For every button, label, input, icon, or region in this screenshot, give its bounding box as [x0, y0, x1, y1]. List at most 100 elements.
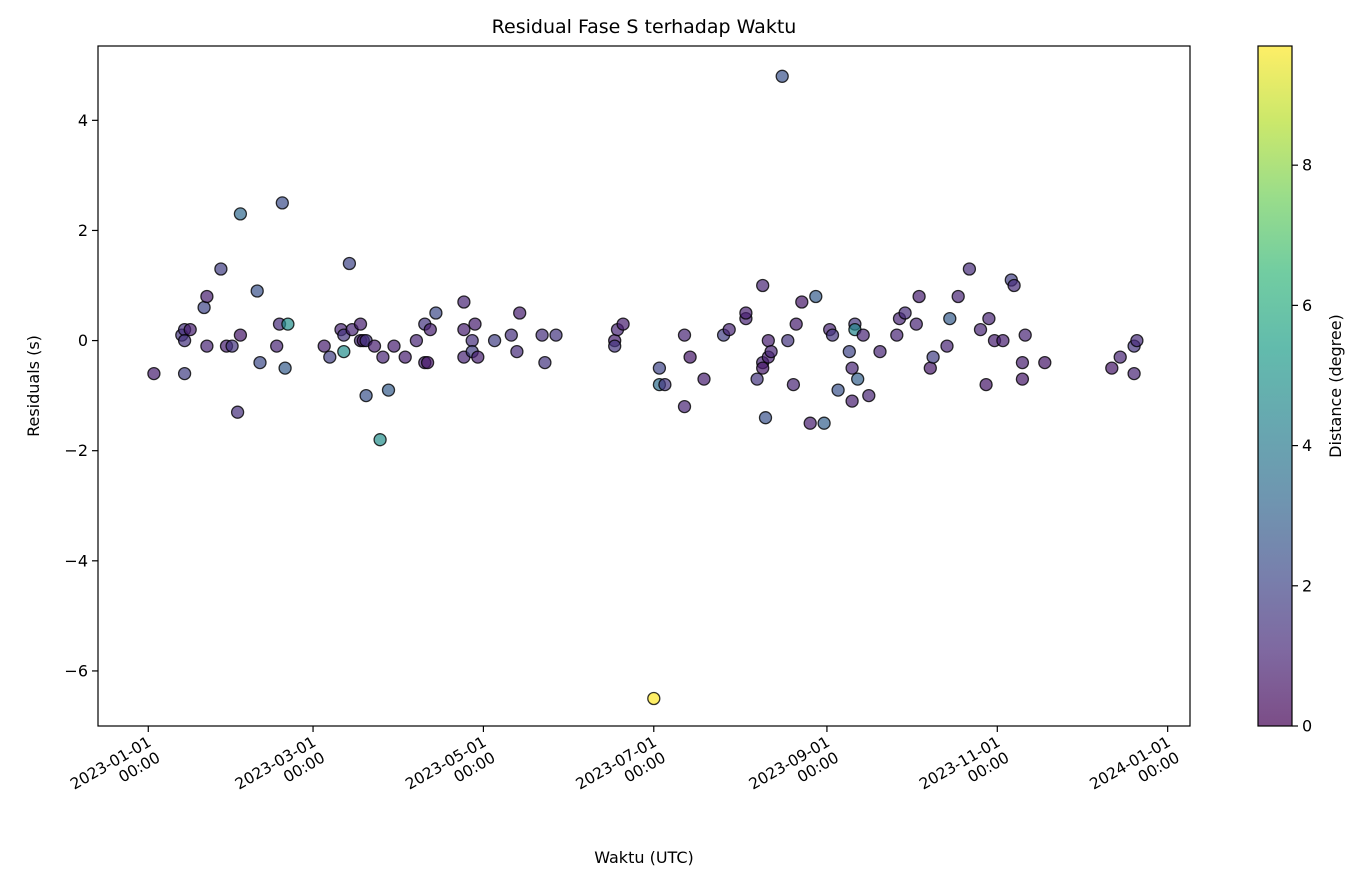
- data-point: [898, 306, 912, 320]
- data-point: [845, 394, 859, 408]
- x-tick-label: 2023-03-0100:00: [232, 733, 328, 809]
- data-point: [381, 383, 396, 397]
- data-point: [789, 317, 803, 331]
- data-point: [1130, 333, 1144, 348]
- data-point: [504, 328, 518, 342]
- data-point: [225, 339, 239, 353]
- data-point: [750, 372, 764, 386]
- data-point: [317, 339, 331, 353]
- colorbar-tick-label: 8: [1302, 156, 1312, 175]
- data-point: [652, 361, 667, 375]
- data-point: [250, 284, 264, 298]
- data-point: [764, 344, 778, 359]
- data-point: [183, 322, 197, 337]
- data-point: [842, 344, 856, 359]
- data-point: [795, 295, 809, 309]
- data-point: [803, 416, 817, 430]
- data-point: [177, 366, 192, 381]
- chart-title: Residual Fase S terhadap Waktu: [492, 16, 797, 38]
- data-point: [278, 361, 292, 375]
- data-point: [197, 300, 211, 315]
- colorbar-ticks: 0 2 4 6 8: [1292, 156, 1312, 736]
- data-point: [1113, 350, 1127, 364]
- data-point: [973, 322, 988, 337]
- data-point: [608, 339, 622, 353]
- data-point: [923, 361, 937, 375]
- x-tick-label: 2023-07-0100:00: [573, 733, 669, 809]
- data-point: [373, 433, 387, 447]
- data-point: [909, 317, 923, 331]
- data-point: [233, 207, 248, 221]
- data-point: [996, 333, 1010, 348]
- colorbar-label: Distance (degree): [1326, 314, 1345, 458]
- data-point: [471, 350, 485, 364]
- data-point: [873, 344, 887, 359]
- data-point: [890, 328, 904, 342]
- colorbar-tick-label: 2: [1302, 576, 1312, 595]
- data-point: [1015, 372, 1030, 386]
- data-point: [697, 372, 711, 386]
- data-point: [677, 399, 692, 414]
- colorbar: 0 2 4 6 8 Distance (degree): [1257, 45, 1345, 736]
- x-axis: 2023-01-0100:00 2023-03-0100:00 2023-05-01…: [67, 726, 1183, 809]
- x-tick-label: 2023-05-0100:00: [402, 733, 498, 809]
- y-axis: 4 2 0 −2 −4 −6: [64, 111, 98, 680]
- data-point: [817, 416, 831, 430]
- data-point: [387, 339, 401, 353]
- data-point: [337, 344, 351, 359]
- data-point: [549, 328, 563, 342]
- data-point: [270, 339, 284, 353]
- data-point: [200, 289, 214, 304]
- data-point: [487, 333, 502, 348]
- data-point: [943, 311, 957, 326]
- data-point: [851, 372, 865, 386]
- y-axis-label: Residuals (s): [24, 335, 43, 437]
- data-point: [510, 344, 524, 359]
- data-point: [979, 377, 993, 392]
- data-point: [677, 328, 692, 342]
- data-point: [353, 317, 368, 331]
- y-tick-label: 2: [78, 221, 88, 240]
- colorbar-tick-label: 6: [1302, 296, 1312, 315]
- data-point: [940, 339, 954, 353]
- data-point: [323, 350, 337, 364]
- y-tick-label: −6: [64, 661, 88, 680]
- data-point: [658, 377, 672, 392]
- data-point: [756, 361, 770, 375]
- data-point: [420, 355, 435, 370]
- data-point: [739, 306, 753, 320]
- data-point: [825, 328, 840, 342]
- colorbar-frame: [1257, 45, 1293, 727]
- data-point: [722, 322, 736, 337]
- data-point: [409, 333, 424, 348]
- colorbar-tick-label: 4: [1302, 436, 1312, 455]
- x-axis-label: Waktu (UTC): [594, 848, 694, 867]
- data-point: [275, 196, 289, 210]
- data-point: [616, 317, 630, 331]
- data-point: [177, 333, 192, 348]
- data-point: [457, 322, 471, 337]
- data-point: [429, 306, 443, 320]
- x-tick-label: 2023-09-0100:00: [746, 733, 842, 809]
- data-point: [786, 377, 801, 392]
- data-point: [756, 278, 770, 293]
- data-point: [647, 691, 661, 706]
- data-point: [281, 317, 295, 331]
- data-point: [1127, 366, 1141, 381]
- data-point: [761, 333, 775, 348]
- data-point: [253, 355, 267, 370]
- data-point: [147, 366, 161, 381]
- points-layer: [147, 69, 1144, 706]
- data-point: [912, 289, 926, 304]
- colorbar-tick-label: 0: [1302, 717, 1312, 736]
- data-point: [535, 328, 549, 342]
- data-point: [457, 295, 471, 309]
- data-point: [856, 328, 870, 342]
- data-point: [683, 350, 697, 364]
- data-point: [214, 262, 228, 276]
- data-point: [962, 262, 977, 276]
- data-point: [845, 361, 859, 375]
- colorbar-gradient: [1258, 46, 1292, 726]
- data-point: [1105, 361, 1119, 375]
